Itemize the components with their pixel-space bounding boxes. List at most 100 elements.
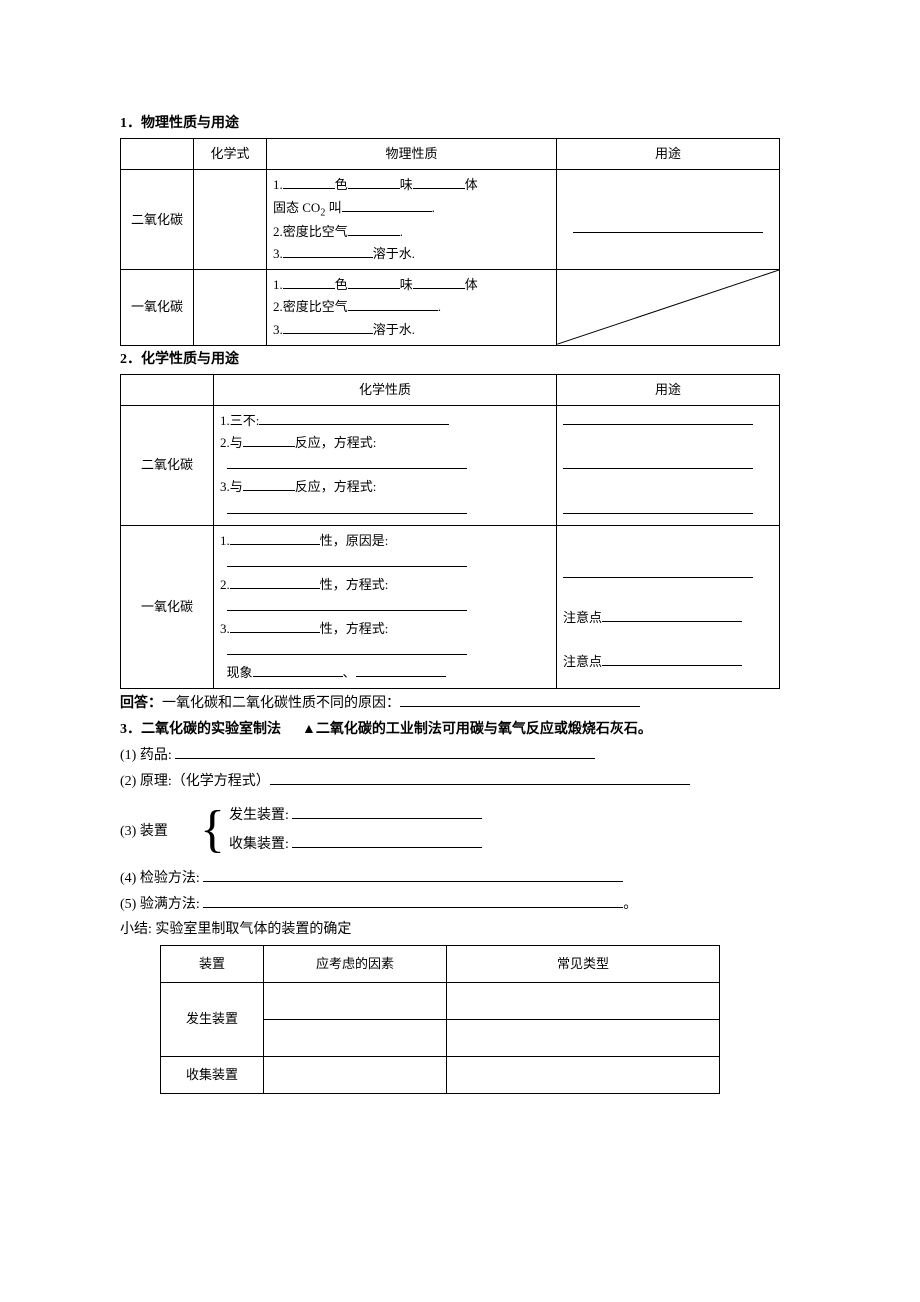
col-props-header: 物理性质: [267, 139, 557, 170]
blank[interactable]: [292, 833, 482, 848]
blank[interactable]: [283, 319, 373, 334]
blank[interactable]: [227, 596, 467, 611]
blank[interactable]: [356, 662, 446, 677]
blank[interactable]: [573, 218, 763, 233]
blank[interactable]: [563, 454, 753, 469]
blank[interactable]: [230, 574, 320, 589]
row-collect: 收集装置: [161, 1056, 264, 1093]
blank[interactable]: [563, 410, 753, 425]
cell-blank[interactable]: [264, 1056, 447, 1093]
text: .: [400, 224, 403, 239]
blank[interactable]: [602, 607, 742, 622]
text: 收集装置:: [229, 837, 289, 852]
section-1-title: 1．物理性质与用途: [120, 113, 800, 135]
blank[interactable]: [413, 174, 465, 189]
page: 1．物理性质与用途 化学式 物理性质 用途 二氧化碳 1.色味体 固态 CO2 …: [0, 0, 920, 1156]
col-use-header: 用途: [557, 375, 780, 406]
cell-blank[interactable]: [447, 1019, 720, 1056]
table-row: 一氧化碳 1.性，原因是: 2.性，方程式: 3.性，方程式: 现象、 注意点 …: [121, 525, 780, 689]
cell-blank[interactable]: [264, 982, 447, 1019]
col-use-header: 用途: [557, 139, 780, 170]
cell-blank[interactable]: [264, 1019, 447, 1056]
table-row: 装置 应考虑的因素 常见类型: [161, 945, 720, 982]
text: 2.与: [220, 435, 243, 450]
blank[interactable]: [175, 744, 595, 759]
text: 溶于水.: [373, 322, 415, 337]
blank[interactable]: [348, 296, 438, 311]
item-5: (5) 验满方法: 。: [120, 893, 800, 916]
blank[interactable]: [227, 640, 467, 655]
text: 色: [335, 277, 348, 292]
blank[interactable]: [563, 563, 753, 578]
blank[interactable]: [342, 197, 432, 212]
col-props-header: 化学性质: [214, 375, 557, 406]
blank[interactable]: [283, 274, 335, 289]
blank[interactable]: [400, 692, 640, 707]
brace-icon: {: [190, 804, 229, 856]
cell-blank[interactable]: [447, 982, 720, 1019]
item-3-brace: (3) 装置 { 发生装置: 收集装置:: [120, 798, 800, 863]
diagonal-line-icon: [557, 270, 779, 344]
text: 味: [400, 277, 413, 292]
text: 2.密度比空气: [273, 299, 348, 314]
blank[interactable]: [348, 174, 400, 189]
blank[interactable]: [348, 221, 400, 236]
blank[interactable]: [253, 662, 343, 677]
table-row: 化学式 物理性质 用途: [121, 139, 780, 170]
table-row: 化学性质 用途: [121, 375, 780, 406]
text: 3.: [220, 621, 230, 636]
blank[interactable]: [413, 274, 465, 289]
text: (5) 验满方法:: [120, 897, 200, 912]
item-2: (2) 原理:（化学方程式）: [120, 770, 800, 793]
text: 3.与: [220, 479, 243, 494]
blank[interactable]: [227, 499, 467, 514]
text: 反应，方程式:: [295, 479, 377, 494]
text: 3.: [273, 246, 283, 261]
blank[interactable]: [292, 804, 482, 819]
row-co: 一氧化碳: [121, 525, 214, 689]
blank[interactable]: [602, 651, 742, 666]
item-1: (1) 药品:: [120, 744, 800, 767]
blank[interactable]: [348, 274, 400, 289]
row-co2: 二氧化碳: [121, 406, 214, 525]
cell-use-co2: [557, 406, 780, 525]
blank[interactable]: [230, 530, 320, 545]
answer-text: 一氧化碳和二氧化碳性质不同的原因：: [162, 696, 400, 711]
text: 叫: [325, 200, 341, 215]
blank[interactable]: [227, 454, 467, 469]
text: (4) 检验方法:: [120, 871, 200, 886]
section-2-title: 2．化学性质与用途: [120, 349, 800, 371]
text: 1.: [273, 277, 283, 292]
blank[interactable]: [243, 432, 295, 447]
cell-chem-co2: 1.三不: 2.与反应，方程式: 3.与反应，方程式:: [214, 406, 557, 525]
blank[interactable]: [230, 618, 320, 633]
blank[interactable]: [227, 552, 467, 567]
blank[interactable]: [243, 476, 295, 491]
blank[interactable]: [270, 770, 690, 785]
cell-use-co2: [557, 170, 780, 270]
text: 味: [400, 177, 413, 192]
text: 、: [343, 665, 356, 680]
table-row: 二氧化碳 1.色味体 固态 CO2 叫. 2.密度比空气. 3.溶于水.: [121, 170, 780, 270]
col-device: 装置: [161, 945, 264, 982]
text: 2.: [220, 577, 230, 592]
col-factor: 应考虑的因素: [264, 945, 447, 982]
text: (1) 药品:: [120, 748, 172, 763]
text: 2.密度比空气: [273, 224, 348, 239]
blank[interactable]: [283, 243, 373, 258]
col-type: 常见类型: [447, 945, 720, 982]
blank[interactable]: [203, 893, 623, 908]
blank[interactable]: [283, 174, 335, 189]
blank[interactable]: [203, 867, 623, 882]
text: 3.: [273, 322, 283, 337]
item-4: (4) 检验方法:: [120, 867, 800, 890]
blank[interactable]: [563, 499, 753, 514]
cell-props-co: 1.色味体 2.密度比空气. 3.溶于水.: [267, 270, 557, 345]
table-row: 一氧化碳 1.色味体 2.密度比空气. 3.溶于水.: [121, 270, 780, 345]
cell-blank[interactable]: [447, 1056, 720, 1093]
col-name-header: [121, 375, 214, 406]
table-3-summary: 装置 应考虑的因素 常见类型 发生装置 收集装置: [160, 945, 720, 1094]
brace-content: 发生装置: 收集装置:: [229, 798, 482, 863]
sub-a: 发生装置:: [229, 804, 482, 827]
blank[interactable]: [259, 410, 449, 425]
